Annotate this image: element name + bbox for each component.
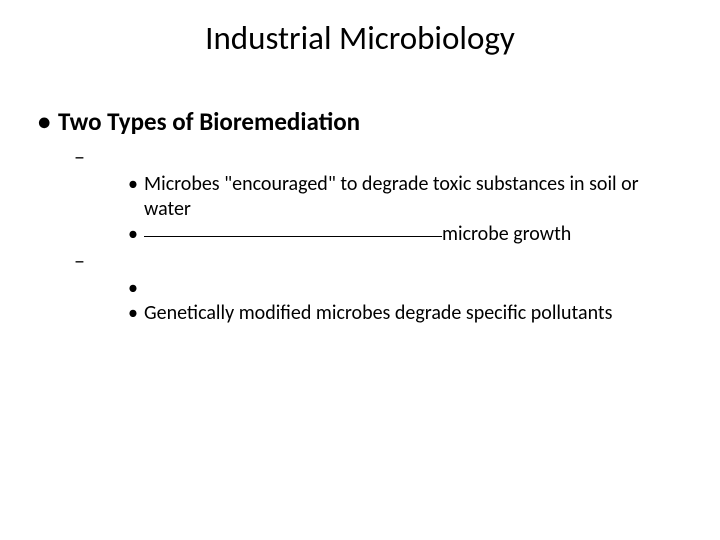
bullet-level2-a: –	[74, 143, 690, 170]
dot-marker: •	[128, 172, 144, 197]
bullet-text: Two Types of Bioremediation	[58, 106, 360, 137]
dot-marker: •	[128, 276, 144, 301]
slide-title: Industrial Microbiology	[90, 18, 630, 58]
bullet-suffix: microbe growth	[442, 222, 571, 246]
dash-marker: –	[74, 247, 96, 274]
dash-marker: –	[74, 143, 96, 170]
fill-in-blank	[144, 236, 442, 237]
bullet-level3-b: • microbe growth	[128, 222, 690, 247]
bullet-marker: •	[38, 106, 58, 137]
dot-marker: •	[128, 301, 144, 326]
bullet-level2-b: –	[74, 247, 690, 274]
bullet-level1: •Two Types of Bioremediation	[38, 106, 690, 137]
dot-marker: •	[128, 222, 144, 247]
slide-container: Industrial Microbiology •Two Types of Bi…	[0, 0, 720, 540]
bullet-text: Microbes "encouraged" to degrade toxic s…	[144, 172, 639, 221]
bullet-level3-c: •	[128, 276, 690, 301]
bullet-text: Genetically modified microbes degrade sp…	[144, 301, 612, 325]
bullet-level3-d: •Genetically modified microbes degrade s…	[128, 301, 690, 326]
bullet-level3-a: •Microbes "encouraged" to degrade toxic …	[128, 172, 690, 222]
